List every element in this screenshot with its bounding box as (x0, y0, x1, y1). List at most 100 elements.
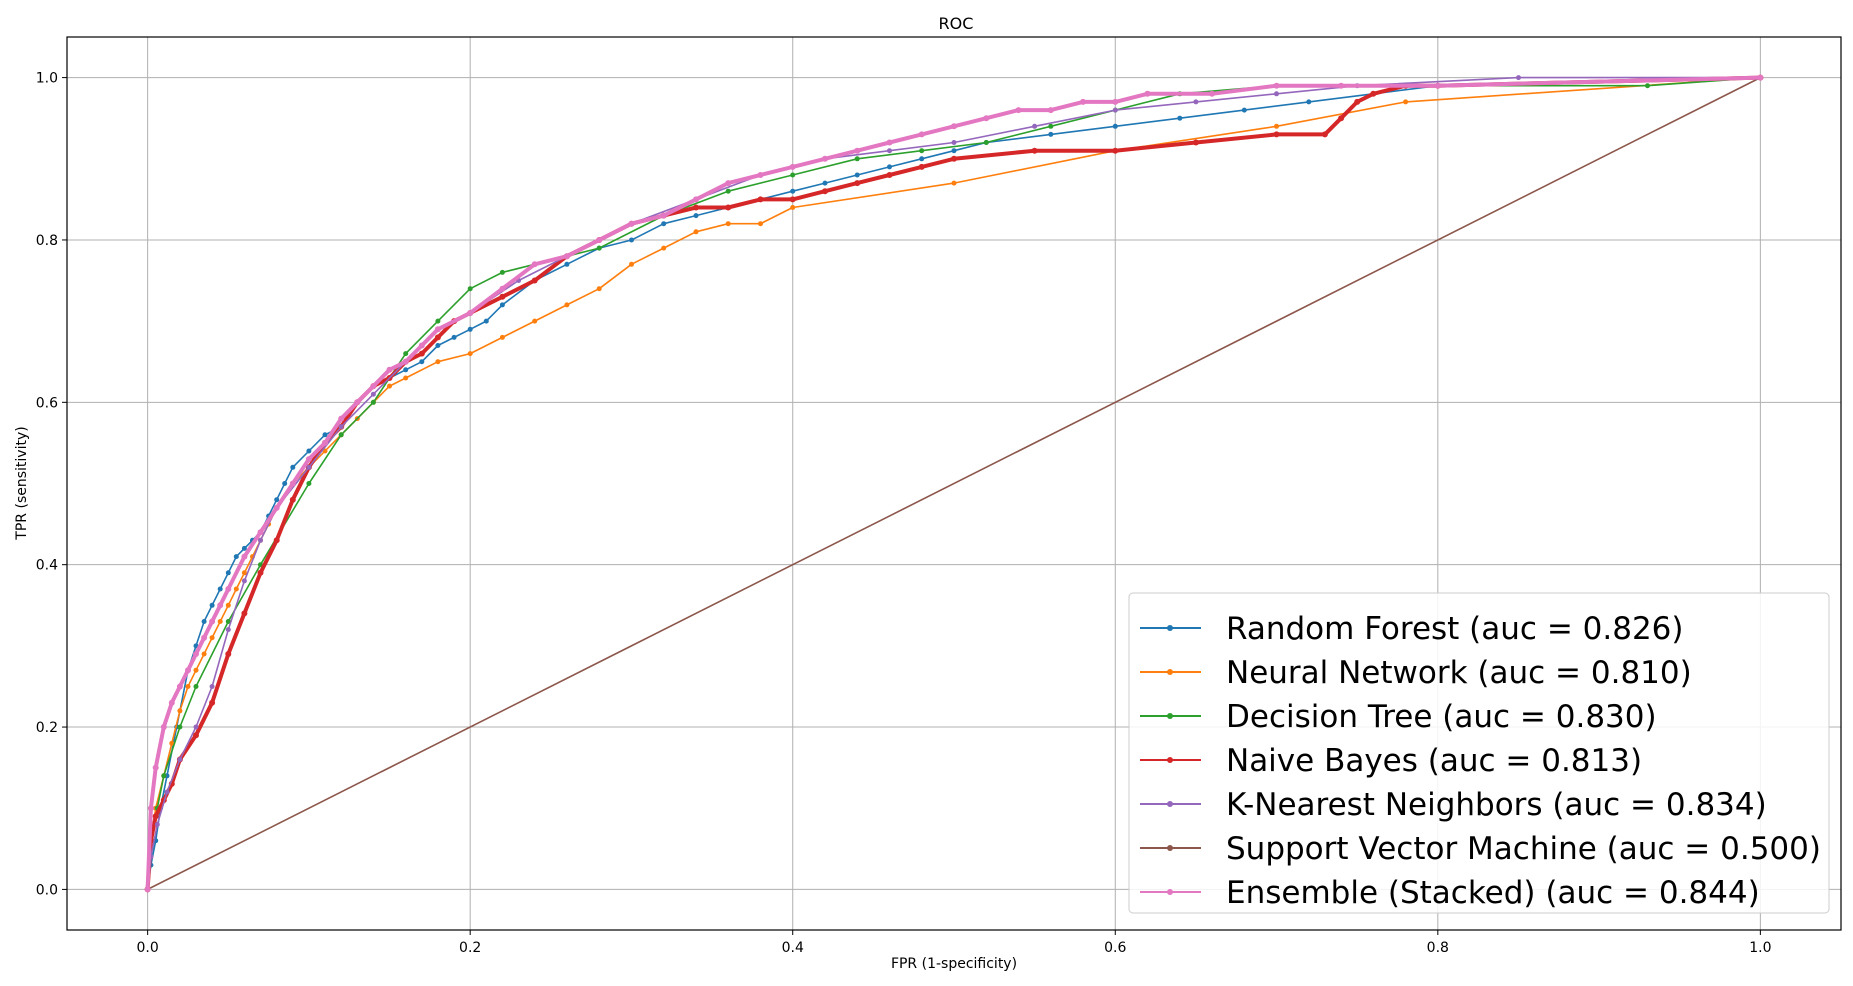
data-point (370, 391, 376, 397)
data-point (435, 318, 441, 324)
data-point (306, 448, 312, 454)
data-point (790, 172, 796, 178)
data-point (1434, 82, 1441, 89)
data-point (693, 204, 699, 211)
legend-item: Random Forest (auc = 0.826) (1140, 611, 1684, 647)
data-point (596, 286, 602, 292)
data-point (1080, 98, 1086, 105)
series-line (145, 75, 1761, 890)
data-point (435, 343, 441, 348)
data-point (418, 342, 425, 349)
data-point (338, 415, 345, 422)
data-point (403, 351, 409, 357)
data-point (919, 148, 925, 154)
data-point (499, 302, 505, 308)
data-point (225, 570, 231, 576)
data-point (1015, 107, 1022, 114)
data-point (629, 237, 634, 243)
legend-label: Random Forest (auc = 0.826) (1226, 611, 1684, 647)
data-point (193, 684, 199, 689)
data-point (434, 326, 441, 333)
legend-label: Neural Network (auc = 0.810) (1226, 655, 1692, 691)
data-point (147, 805, 154, 812)
x-tick-label: 1.0 (1749, 940, 1771, 956)
data-point (225, 586, 232, 592)
x-tick-label: 0.2 (459, 940, 481, 956)
legend-item: Decision Tree (auc = 0.830) (1140, 699, 1657, 735)
data-point (209, 618, 216, 625)
data-point (370, 399, 376, 405)
data-point (951, 140, 957, 145)
legend-label: Decision Tree (auc = 0.830) (1226, 699, 1657, 735)
data-point (152, 764, 159, 771)
data-point (338, 432, 344, 438)
data-point (322, 439, 328, 446)
data-point (725, 204, 732, 211)
x-tick-label: 0.6 (1104, 940, 1126, 956)
data-point (1031, 147, 1038, 154)
series-line (145, 75, 1761, 890)
data-point (169, 740, 175, 746)
data-point (483, 318, 489, 324)
data-point (176, 683, 183, 690)
legend-marker (1167, 625, 1173, 631)
data-point (951, 155, 957, 162)
data-point (193, 732, 199, 739)
data-point (225, 619, 231, 624)
data-point (983, 140, 989, 145)
data-point (1192, 139, 1199, 146)
data-point (258, 537, 263, 543)
data-point (822, 155, 828, 162)
data-point (289, 496, 296, 503)
data-point (233, 586, 239, 592)
data-point (161, 773, 167, 779)
legend-marker (1167, 801, 1173, 807)
data-point (596, 245, 602, 251)
data-point (217, 602, 224, 609)
data-point (499, 334, 505, 340)
data-point (1274, 91, 1279, 97)
series-6 (144, 74, 1764, 893)
data-point (1177, 115, 1183, 121)
data-point (693, 229, 699, 235)
data-point (386, 366, 393, 373)
data-point (887, 148, 892, 154)
data-point (177, 724, 183, 730)
y-tick-label: 0.4 (36, 558, 58, 574)
data-point (144, 886, 151, 893)
data-point (789, 196, 796, 203)
data-point (789, 163, 796, 170)
legend-marker (1167, 889, 1173, 895)
data-point (725, 221, 731, 227)
data-point (403, 367, 409, 373)
data-point (822, 188, 828, 195)
data-point (164, 789, 170, 795)
legend-marker (1167, 713, 1173, 719)
data-point (209, 699, 216, 706)
data-point (217, 619, 223, 624)
data-point (185, 667, 191, 674)
x-tick-label: 0.0 (137, 940, 159, 956)
legend-label: K-Nearest Neighbors (auc = 0.834) (1226, 787, 1767, 823)
data-point (1321, 131, 1328, 138)
legend-item: Naive Bayes (auc = 0.813) (1140, 743, 1642, 779)
data-point (1209, 90, 1215, 97)
data-point (435, 359, 441, 365)
data-point (1757, 74, 1764, 81)
data-point (661, 245, 667, 251)
data-point (467, 326, 473, 332)
data-point (289, 480, 296, 487)
legend-marker (1167, 845, 1173, 851)
data-point (177, 757, 183, 762)
data-point (338, 424, 344, 430)
legend-item: Ensemble (Stacked) (auc = 0.844) (1140, 875, 1760, 911)
data-point (225, 627, 231, 633)
data-point (209, 684, 215, 689)
data-point (273, 537, 280, 544)
data-point (193, 667, 199, 673)
data-point (531, 261, 538, 268)
y-tick-label: 1.0 (36, 71, 58, 87)
data-point (854, 172, 860, 178)
data-point (1032, 123, 1038, 129)
data-point (1274, 123, 1279, 129)
